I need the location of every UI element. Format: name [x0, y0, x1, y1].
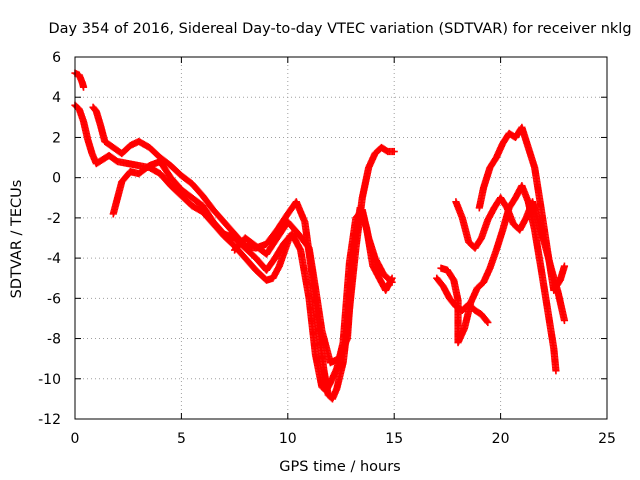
- y-tick-label: -8: [47, 332, 61, 348]
- y-tick-label: 4: [52, 90, 61, 106]
- series-arc-b: [71, 101, 294, 284]
- x-tick-label: 20: [492, 431, 510, 447]
- data-point: [390, 147, 398, 156]
- x-tick-label: 25: [598, 431, 616, 447]
- y-tick-label: 6: [52, 50, 61, 66]
- y-tick-label: 0: [52, 171, 61, 187]
- y-tick-label: -2: [47, 211, 61, 227]
- x-tick-label: 5: [177, 431, 186, 447]
- x-axis-label: GPS time / hours: [279, 459, 400, 475]
- chart-title: Day 354 of 2016, Sidereal Day-to-day VTE…: [48, 21, 631, 37]
- data-point: [79, 83, 88, 91]
- x-tick-label: 10: [279, 431, 297, 447]
- y-axis-label: SDTVAR / TECUs: [9, 180, 25, 299]
- x-tick-label: 15: [385, 431, 403, 447]
- data-series: [71, 69, 569, 403]
- y-tick-label: -10: [38, 372, 61, 388]
- x-tick-label: 0: [71, 431, 80, 447]
- series-arc-a: [71, 69, 88, 91]
- y-tick-label: -6: [47, 291, 61, 307]
- y-tick-label: -4: [47, 251, 61, 267]
- y-tick-label: -12: [38, 412, 61, 428]
- y-tick-label: 2: [52, 130, 61, 146]
